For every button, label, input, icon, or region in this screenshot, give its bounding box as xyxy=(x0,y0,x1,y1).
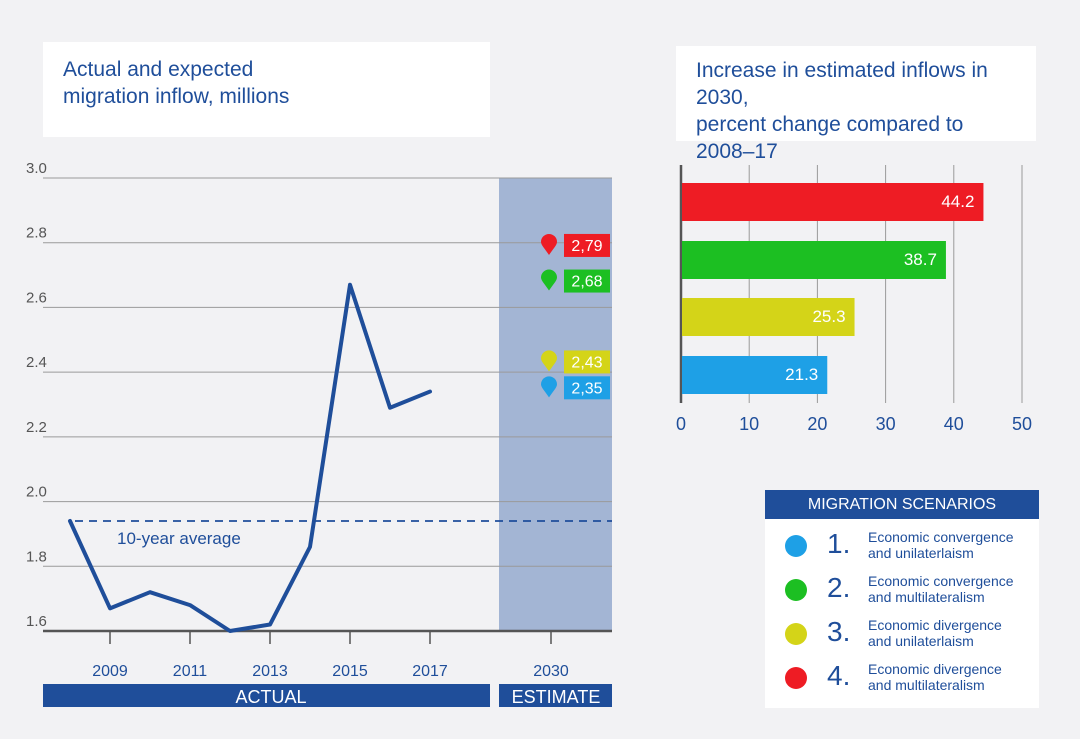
estimate-value-box xyxy=(564,376,610,400)
estimate-value-label: 2,68 xyxy=(571,274,602,291)
estimate-marker-4: 2,35 xyxy=(541,376,610,400)
legend-item-1: 1. Economic convergence and unilaterlais… xyxy=(765,527,1039,567)
legend-dot-3 xyxy=(785,623,807,645)
bar-x-tick-label: 10 xyxy=(739,414,759,434)
legend-text-1-line1: Economic convergence xyxy=(868,529,1014,545)
bar-4: 21.3 xyxy=(682,356,828,394)
legend-text-1: Economic convergence and unilaterlaism xyxy=(868,529,1014,561)
x-tick-label: 2009 xyxy=(92,663,128,680)
bar-x-tick-label: 30 xyxy=(876,414,896,434)
estimate-pin xyxy=(541,350,557,372)
legend-dot-1 xyxy=(785,535,807,557)
legend-text-4: Economic divergence and multilateralism xyxy=(868,661,1002,693)
estimate-section-bar xyxy=(499,684,612,707)
bar-chart: 0 10 20 30 40 50 44.2 38.7 25.3 21.3 xyxy=(676,165,1032,434)
estimate-section-label: ESTIMATE xyxy=(512,687,601,707)
y-tick-label: 1.8 xyxy=(26,548,47,565)
legend-dot-2 xyxy=(785,579,807,601)
legend-text-4-line2: and multilateralism xyxy=(868,677,985,693)
bar-value-label: 25.3 xyxy=(812,307,845,326)
bar-x-tick-label: 0 xyxy=(676,414,686,434)
y-tick-label: 2.8 xyxy=(26,225,47,242)
legend-text-2-line1: Economic convergence xyxy=(868,573,1014,589)
actual-section-label: ACTUAL xyxy=(235,687,306,707)
y-tick-label: 2.4 xyxy=(26,354,47,371)
legend-item-4: 4. Economic divergence and multilaterali… xyxy=(765,659,1039,699)
legend-item-2: 2. Economic convergence and multilateral… xyxy=(765,571,1039,611)
bar-value-label: 21.3 xyxy=(785,365,818,384)
bar-chart-title: Increase in estimated inflows in 2030, p… xyxy=(676,46,1036,163)
bar-rect xyxy=(682,183,984,221)
legend-title: MIGRATION SCENARIOS xyxy=(765,490,1039,519)
actual-section-bar xyxy=(43,684,490,707)
estimate-pin xyxy=(541,376,557,398)
estimate-value-label: 2,79 xyxy=(571,238,602,255)
actual-series-line xyxy=(68,282,432,633)
bar-value-label: 44.2 xyxy=(941,192,974,211)
legend-number-1: 1. xyxy=(827,528,851,559)
line-chart-title: Actual and expected migration inflow, mi… xyxy=(43,42,490,137)
bar-chart-title-line1: Increase in estimated inflows in 2030, xyxy=(696,59,988,109)
legend-number-2: 2. xyxy=(827,572,851,603)
legend-text-2: Economic convergence and multilateralism xyxy=(868,573,1014,605)
legend-text-1-line2: and unilaterlaism xyxy=(868,545,974,561)
legend-dot-4 xyxy=(785,667,807,689)
estimate-value-box xyxy=(564,350,610,374)
bar-rect xyxy=(682,356,828,394)
legend-item-3: 3. Economic divergence and unilaterlaism xyxy=(765,615,1039,655)
estimate-marker-1: 2,79 xyxy=(541,233,610,257)
bar-rect xyxy=(682,298,855,336)
y-tick-label: 2.0 xyxy=(26,484,47,501)
average-label: 10-year average xyxy=(117,529,241,548)
bar-1: 44.2 xyxy=(682,183,984,221)
x-tick-label: 2011 xyxy=(173,663,208,680)
estimate-pin xyxy=(541,269,557,291)
estimate-marker-2: 2,68 xyxy=(541,269,610,293)
bar-value-label: 38.7 xyxy=(904,250,937,269)
legend-text-4-line1: Economic divergence xyxy=(868,661,1002,677)
y-tick-label: 1.6 xyxy=(26,613,47,630)
line-chart-title-line2: migration inflow, millions xyxy=(63,85,290,108)
x-tick-label: 2015 xyxy=(332,663,368,680)
bar-3: 25.3 xyxy=(682,298,855,336)
estimate-value-label: 2,35 xyxy=(571,380,602,397)
y-tick-label: 3.0 xyxy=(26,160,47,177)
legend-number-4: 4. xyxy=(827,660,851,691)
x-tick-label: 2013 xyxy=(252,663,288,680)
bar-x-tick-label: 40 xyxy=(944,414,964,434)
bar-rect xyxy=(682,241,946,279)
bar-x-tick-label: 50 xyxy=(1012,414,1032,434)
estimate-value-label: 2,43 xyxy=(571,354,602,371)
estimate-pin xyxy=(541,233,557,255)
legend-text-3-line1: Economic divergence xyxy=(868,617,1002,633)
x-tick-label-estimate: 2030 xyxy=(533,663,569,680)
y-tick-label: 2.6 xyxy=(26,289,47,306)
line-chart: 3.0 2.8 2.6 2.4 2.2 2.0 1.8 1.6 2009 2011 2013 2015… xyxy=(26,160,612,707)
bar-2: 38.7 xyxy=(682,241,946,279)
estimate-value-box xyxy=(564,269,610,293)
bar-x-tick-label: 20 xyxy=(807,414,827,434)
x-tick-label: 2017 xyxy=(412,663,448,680)
legend-text-3-line2: and unilaterlaism xyxy=(868,633,974,649)
y-tick-label: 2.2 xyxy=(26,419,47,436)
legend: MIGRATION SCENARIOS 1. Economic converge… xyxy=(765,490,1039,708)
legend-text-3: Economic divergence and unilaterlaism xyxy=(868,617,1002,649)
bar-chart-title-line2: percent change compared to xyxy=(696,113,964,136)
legend-number-3: 3. xyxy=(827,616,851,647)
legend-text-2-line2: and multilateralism xyxy=(868,589,985,605)
estimate-marker-3: 2,43 xyxy=(541,350,610,374)
estimate-value-box xyxy=(564,233,610,257)
bar-chart-title-line3: 2008–17 xyxy=(696,140,778,163)
line-chart-title-line1: Actual and expected xyxy=(63,58,254,81)
